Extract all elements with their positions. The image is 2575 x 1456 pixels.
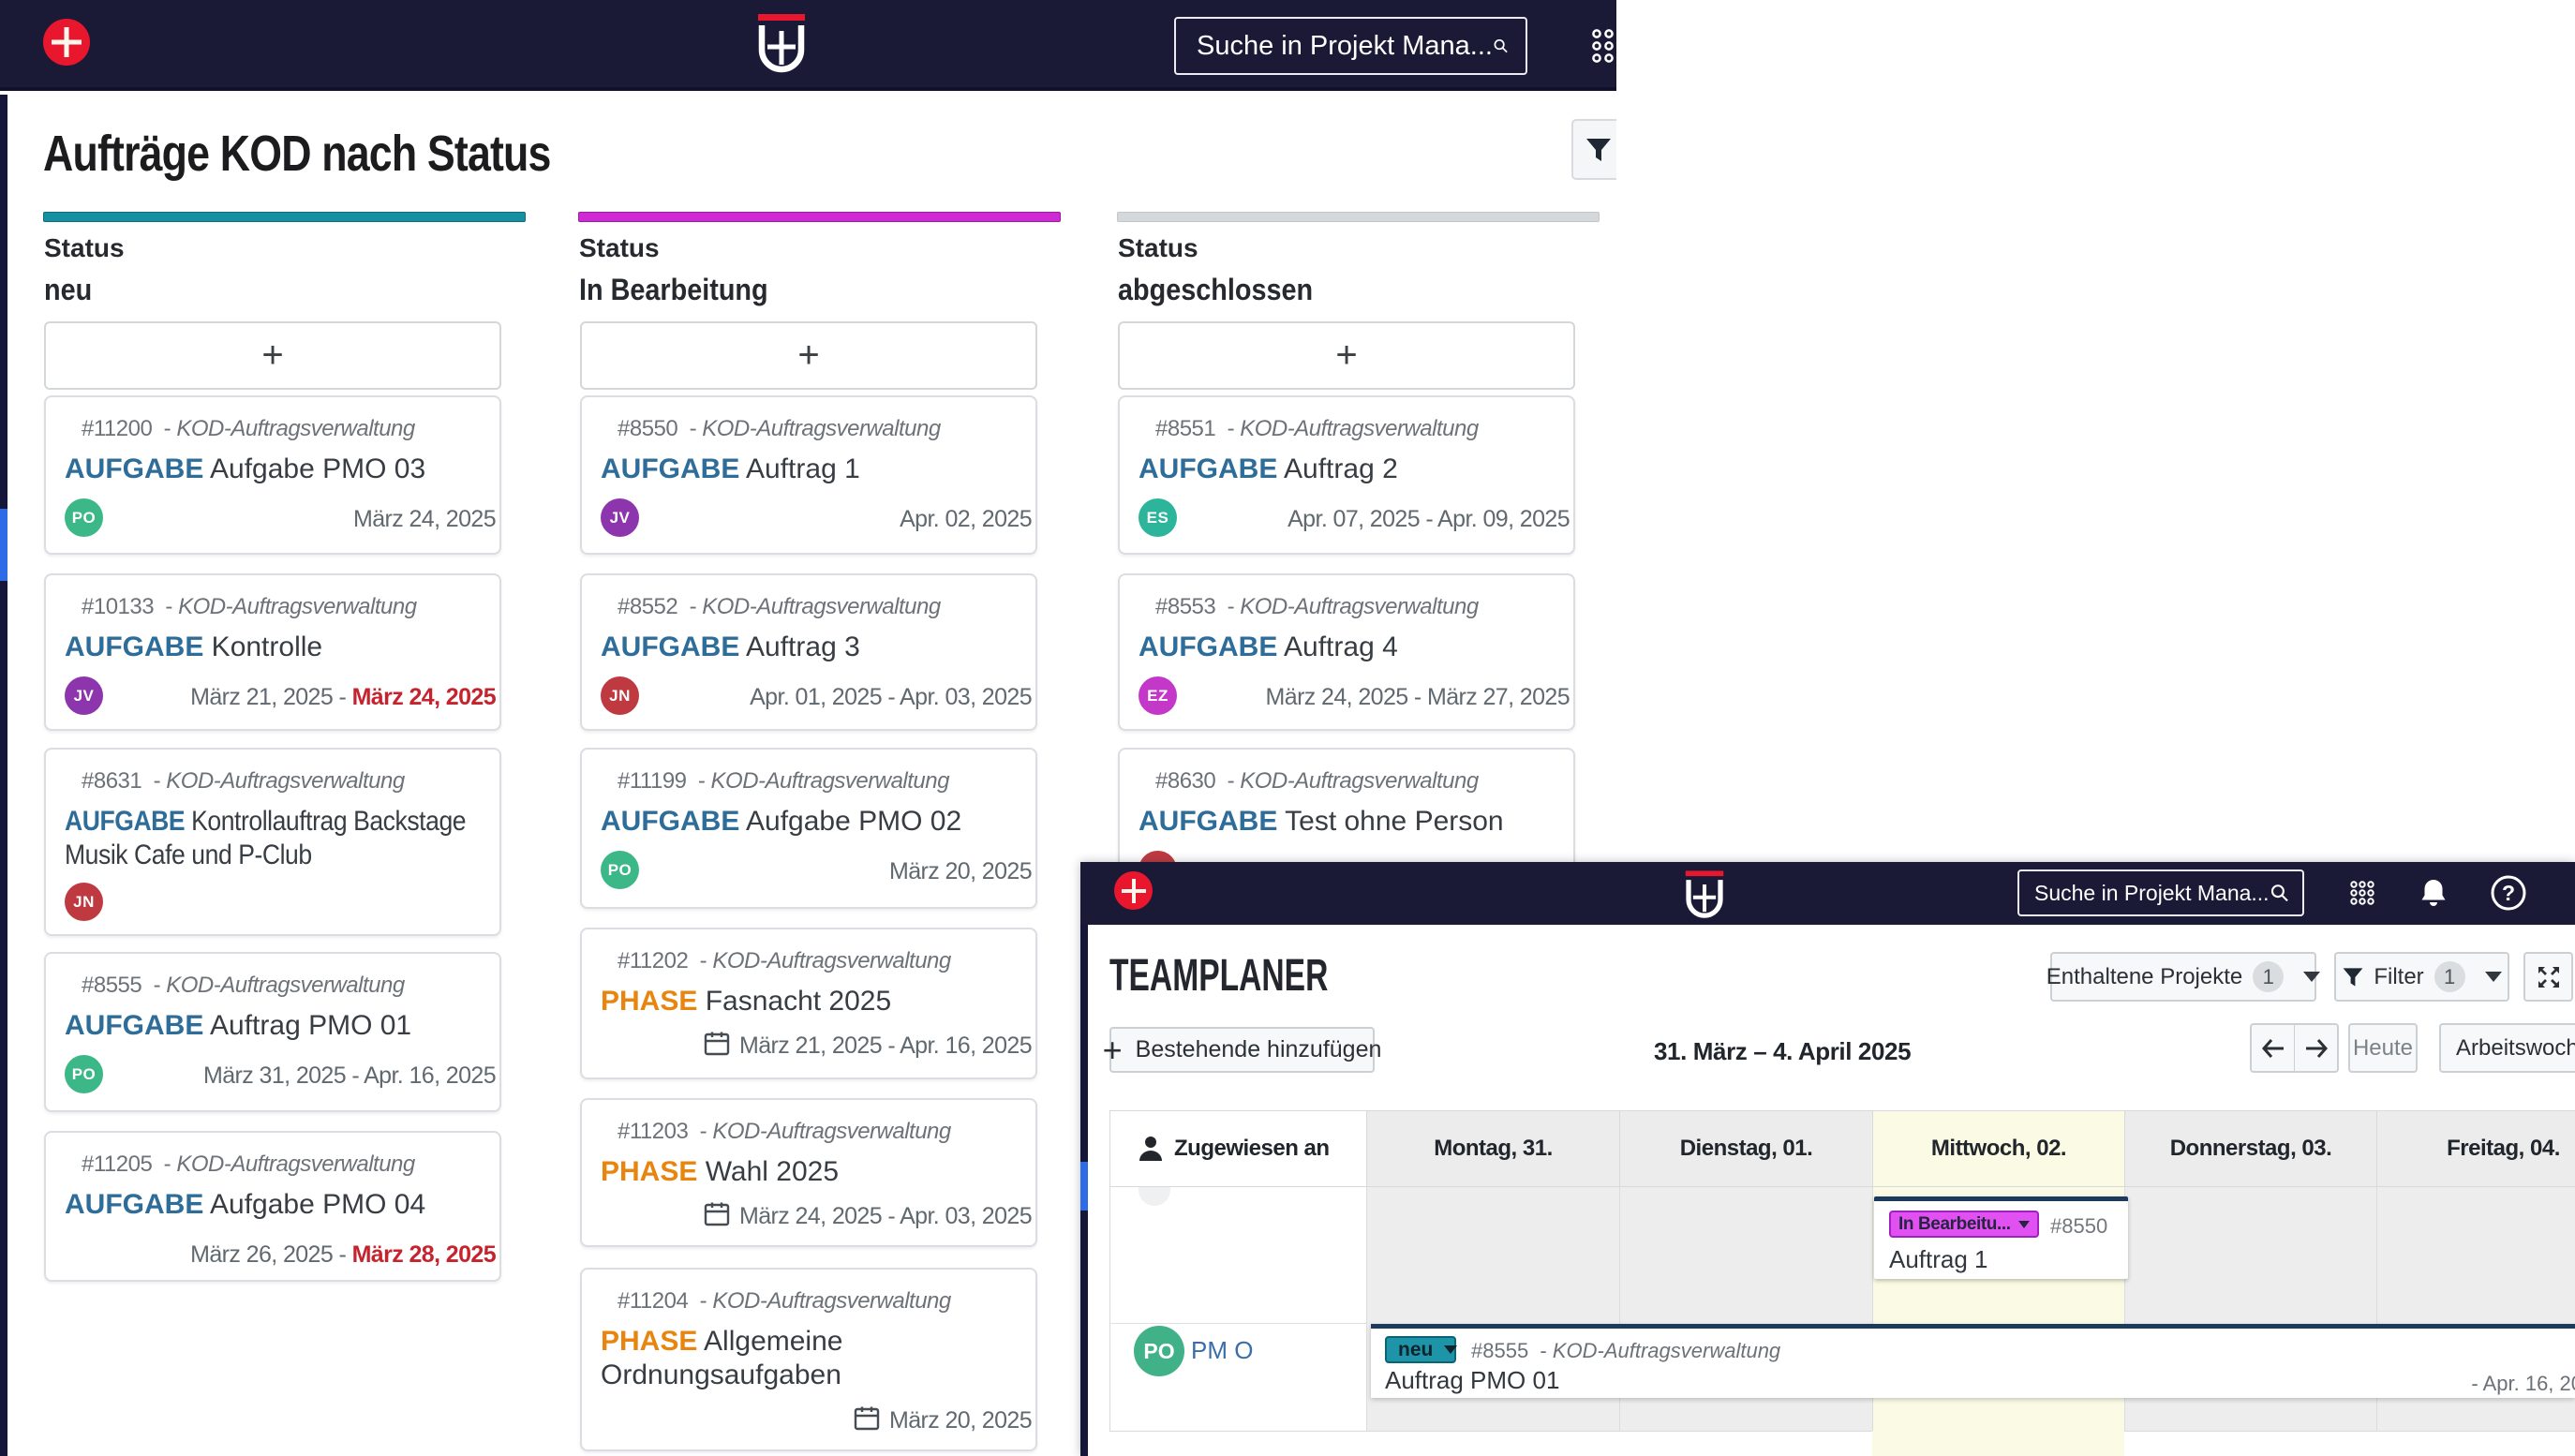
- svg-text:?: ?: [2502, 881, 2515, 905]
